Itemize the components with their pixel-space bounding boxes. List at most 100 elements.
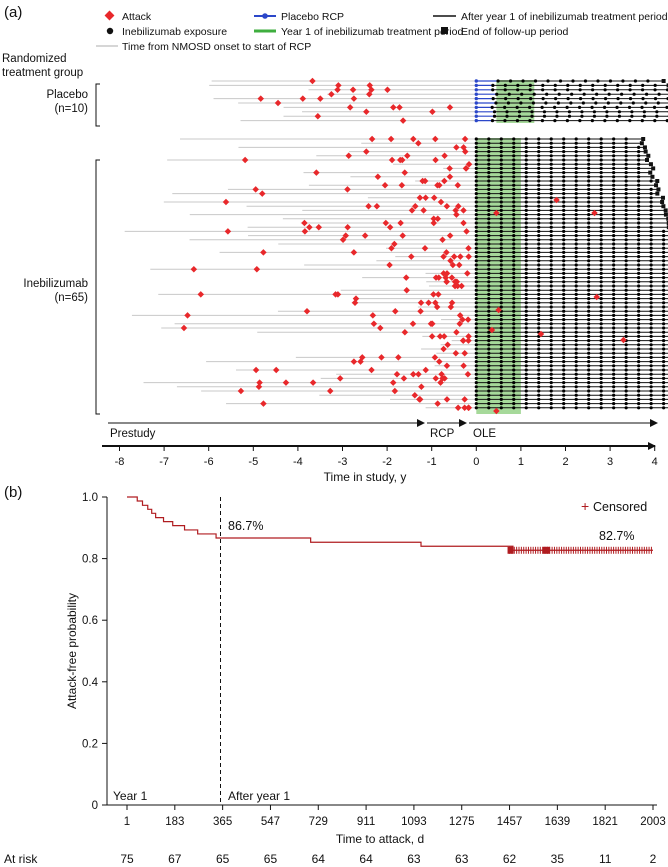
exposure-dot: [499, 347, 503, 351]
exposure-dot: [624, 318, 628, 322]
exposure-dot: [524, 385, 528, 389]
exposure-dot: [562, 309, 566, 313]
exposure-dot: [537, 360, 541, 364]
exposure-dot: [537, 326, 541, 330]
exposure-dot: [524, 288, 528, 292]
exposure-dot: [632, 92, 636, 96]
exposure-dot: [537, 364, 541, 368]
legend-after-year1: After year 1 of inebilizumab treatment p…: [461, 11, 668, 23]
exposure-dot: [549, 187, 553, 191]
exposure-dot: [624, 385, 628, 389]
exposure-dot: [499, 183, 503, 187]
exposure-dot: [512, 187, 516, 191]
exposure-dot: [624, 351, 628, 355]
attack-marker: [465, 160, 473, 168]
phase-rcp: RCP: [430, 428, 455, 440]
attack-marker: [342, 232, 349, 239]
exposure-dot: [617, 114, 621, 118]
exposure-dot: [603, 88, 607, 92]
exposure-dot: [637, 322, 641, 326]
exposure-dot: [662, 334, 666, 338]
exposure-dot: [508, 79, 513, 83]
exposure-dot: [649, 372, 653, 376]
exposure-dot: [662, 339, 666, 343]
exposure-dot: [549, 208, 553, 212]
exposure-dot: [474, 234, 478, 238]
attack-marker: [493, 209, 500, 217]
panel-b-x-ticks: 1 183 365 547 729 911 1093 1275 1457 1639 1821 2003: [124, 805, 666, 828]
attack-marker: [303, 307, 311, 315]
exposure-dot: [549, 318, 553, 322]
exposure-dot: [580, 110, 584, 114]
exposure-dot: [624, 389, 628, 393]
exposure-dot: [637, 330, 641, 334]
attack-marker: [447, 303, 455, 311]
exposure-dot: [624, 154, 628, 158]
exposure-dot: [528, 119, 532, 123]
exposure-dot: [644, 101, 648, 105]
exposure-dot: [512, 154, 516, 158]
exposure-dot: [545, 92, 549, 96]
exposure-dot: [649, 381, 653, 385]
exposure-dot: [624, 196, 628, 200]
attack-marker: [459, 337, 467, 344]
exposure-legend-marker: [106, 27, 114, 35]
exposure-dot: [624, 255, 628, 259]
panel-b-label: (b): [4, 484, 22, 501]
exposure-dot: [512, 360, 516, 364]
attack-marker: [336, 375, 344, 382]
y-tick-label: 1.0: [82, 492, 98, 504]
exposure-dot: [542, 110, 547, 114]
exposure-dot: [562, 154, 566, 158]
exposure-dot: [587, 158, 591, 162]
exposure-dot: [537, 267, 541, 271]
attack-marker: [345, 152, 352, 160]
exposure-dot: [612, 334, 616, 338]
exposure-dot: [516, 83, 520, 87]
exposure-dot: [574, 301, 578, 305]
exposure-dot: [599, 309, 603, 313]
exposure-dot: [512, 301, 516, 305]
km-curve: [127, 496, 653, 554]
exposure-dot: [641, 83, 645, 87]
exposure-dot: [487, 309, 491, 313]
exposure-dot: [537, 301, 541, 305]
x-tick-label: 2003: [640, 816, 666, 828]
attack-marker: [593, 293, 600, 301]
exposure-dot: [649, 238, 653, 242]
exposure-dot: [599, 234, 603, 238]
exposure-dot: [624, 376, 628, 380]
exposure-dot: [549, 313, 553, 317]
exposure-dot: [505, 114, 509, 118]
end-followup-marker: [648, 162, 653, 167]
exposure-dot: [574, 276, 578, 280]
exposure-dot: [499, 313, 503, 317]
exposure-dot: [499, 250, 503, 254]
censored-cluster: [542, 546, 550, 554]
attack-marker: [260, 249, 267, 256]
exposure-dot: [520, 92, 524, 96]
exposure-dot: [549, 305, 553, 309]
exposure-dot: [612, 318, 616, 322]
exposure-dot: [537, 280, 541, 284]
exposure-dot: [487, 288, 491, 292]
exposure-dot: [474, 238, 478, 242]
exposure-dot: [524, 318, 528, 322]
exposure-dot: [562, 326, 566, 330]
exposure-dot: [512, 280, 516, 284]
panel-a-label: (a): [4, 4, 22, 21]
attack-marker: [301, 219, 308, 227]
exposure-dot: [637, 263, 641, 267]
attack-marker: [332, 291, 339, 298]
exposure-dot: [574, 393, 578, 397]
attack-marker: [449, 261, 457, 269]
exposure-dot: [487, 145, 491, 149]
exposure-dot: [512, 351, 516, 355]
at-risk-value: 64: [312, 852, 326, 866]
exposure-dot: [612, 225, 616, 229]
exposure-dot: [578, 83, 582, 87]
exposure-dot: [653, 88, 657, 92]
exposure-dot: [599, 213, 603, 217]
exposure-dot: [499, 200, 503, 204]
exposure-dot: [612, 309, 616, 313]
